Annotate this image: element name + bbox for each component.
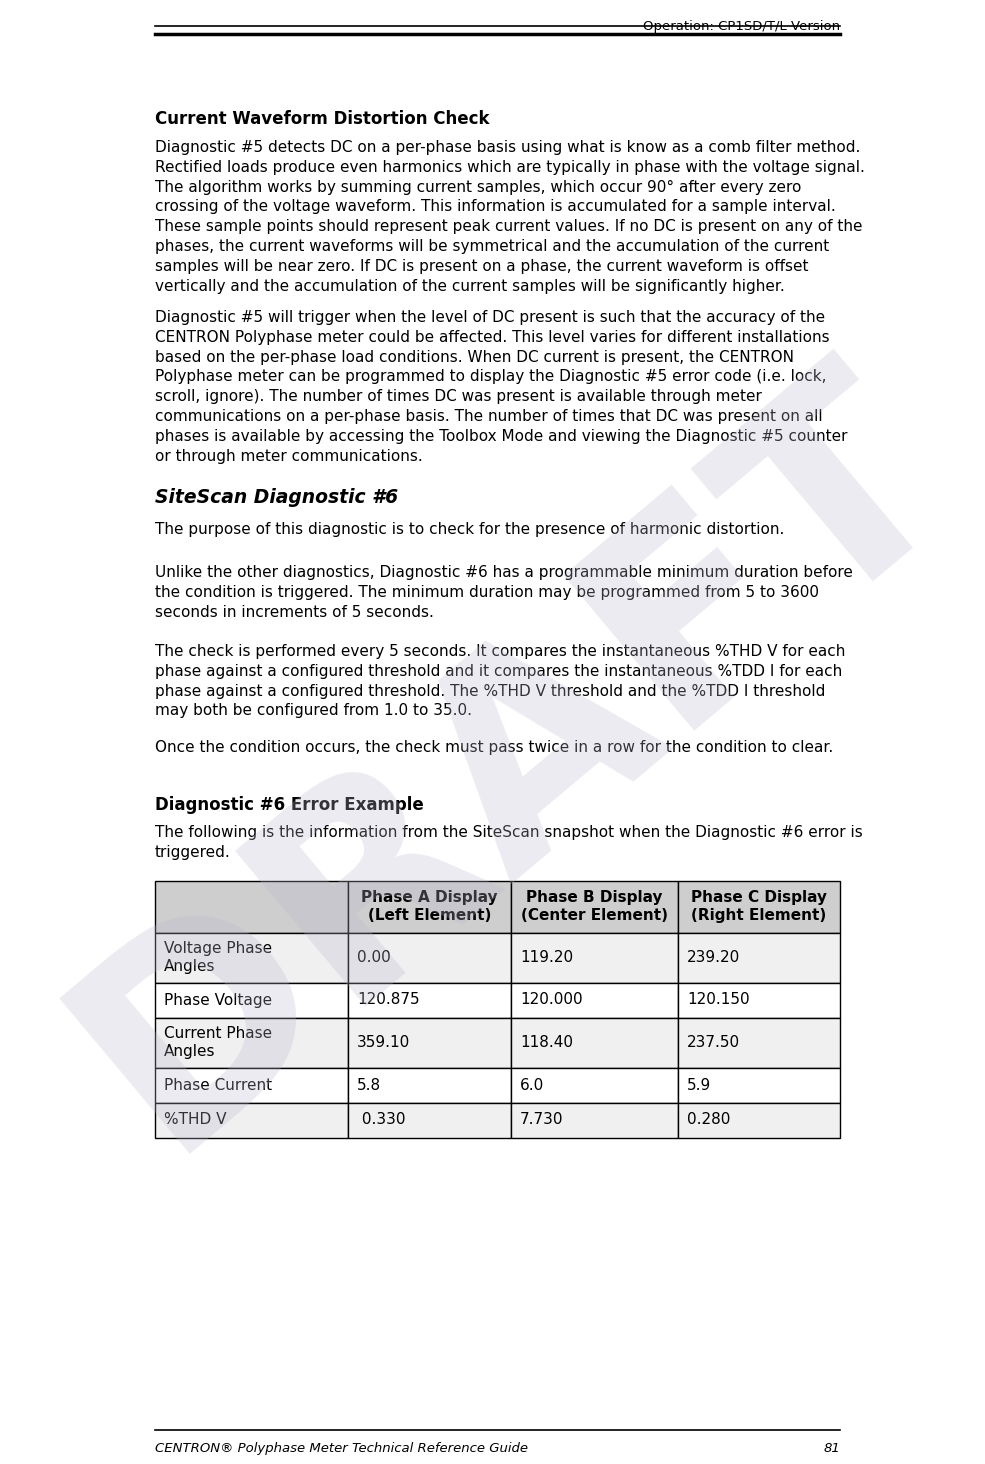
- Bar: [155, 1017, 348, 1067]
- Text: 0.280: 0.280: [687, 1113, 730, 1127]
- Text: Current Phase
Angles: Current Phase Angles: [164, 1026, 272, 1058]
- Bar: [678, 982, 840, 1017]
- Bar: [348, 1017, 511, 1067]
- Bar: [155, 880, 348, 933]
- Text: 120.150: 120.150: [687, 993, 750, 1007]
- Text: 5.8: 5.8: [357, 1078, 381, 1092]
- Bar: [678, 1067, 840, 1102]
- Bar: [678, 880, 840, 933]
- Text: Phase B Display
(Center Element): Phase B Display (Center Element): [521, 890, 668, 922]
- Text: 81: 81: [823, 1442, 840, 1455]
- Bar: [348, 1067, 511, 1102]
- Text: The following is the information from the SiteScan snapshot when the Diagnostic : The following is the information from th…: [155, 826, 863, 861]
- Bar: [511, 982, 678, 1017]
- Text: 239.20: 239.20: [687, 950, 741, 965]
- Bar: [155, 1102, 348, 1138]
- Text: 0.330: 0.330: [357, 1113, 406, 1127]
- Text: DRAFT: DRAFT: [28, 324, 985, 1199]
- Text: 7.730: 7.730: [520, 1113, 563, 1127]
- Bar: [348, 1102, 511, 1138]
- Bar: [511, 880, 678, 933]
- Text: Operation: CP1SD/T/L Version: Operation: CP1SD/T/L Version: [643, 20, 840, 34]
- Text: %THD V: %THD V: [164, 1113, 227, 1127]
- Bar: [348, 880, 511, 933]
- Text: Diagnostic #6 Error Example: Diagnostic #6 Error Example: [155, 795, 424, 814]
- Text: 120.875: 120.875: [357, 993, 420, 1007]
- Text: 359.10: 359.10: [357, 1035, 410, 1050]
- Text: Phase Voltage: Phase Voltage: [164, 993, 272, 1007]
- Text: Current Waveform Distortion Check: Current Waveform Distortion Check: [155, 110, 490, 127]
- Text: 0.00: 0.00: [357, 950, 391, 965]
- Text: Phase A Display
(Left Element): Phase A Display (Left Element): [361, 890, 497, 922]
- Text: CENTRON® Polyphase Meter Technical Reference Guide: CENTRON® Polyphase Meter Technical Refer…: [155, 1442, 528, 1455]
- Bar: [348, 933, 511, 982]
- Bar: [511, 1017, 678, 1067]
- Text: Phase Current: Phase Current: [164, 1078, 272, 1092]
- Bar: [348, 982, 511, 1017]
- Bar: [678, 933, 840, 982]
- Text: Phase C Display
(Right Element): Phase C Display (Right Element): [691, 890, 827, 922]
- Text: 120.000: 120.000: [520, 993, 582, 1007]
- Bar: [511, 1102, 678, 1138]
- Text: 119.20: 119.20: [520, 950, 573, 965]
- Bar: [155, 933, 348, 982]
- Text: Voltage Phase
Angles: Voltage Phase Angles: [164, 941, 272, 974]
- Text: 6.0: 6.0: [520, 1078, 545, 1092]
- Text: The purpose of this diagnostic is to check for the presence of harmonic distorti: The purpose of this diagnostic is to che…: [155, 523, 784, 537]
- Text: 5.9: 5.9: [687, 1078, 711, 1092]
- Text: 118.40: 118.40: [520, 1035, 573, 1050]
- Text: Unlike the other diagnostics, Diagnostic #6 has a programmable minimum duration : Unlike the other diagnostics, Diagnostic…: [155, 565, 853, 621]
- Text: SiteScan Diagnostic #6: SiteScan Diagnostic #6: [155, 488, 398, 507]
- Text: Diagnostic #5 detects DC on a per-phase basis using what is know as a comb filte: Diagnostic #5 detects DC on a per-phase …: [155, 141, 865, 294]
- Bar: [511, 933, 678, 982]
- Text: Once the condition occurs, the check must pass twice in a row for the condition : Once the condition occurs, the check mus…: [155, 739, 833, 755]
- Bar: [155, 982, 348, 1017]
- Bar: [678, 1017, 840, 1067]
- Text: Diagnostic #5 will trigger when the level of DC present is such that the accurac: Diagnostic #5 will trigger when the leve…: [155, 310, 847, 464]
- Bar: [155, 1067, 348, 1102]
- Text: The check is performed every 5 seconds. It compares the instantaneous %THD V for: The check is performed every 5 seconds. …: [155, 644, 845, 719]
- Bar: [511, 1067, 678, 1102]
- Text: 237.50: 237.50: [687, 1035, 740, 1050]
- Bar: [678, 1102, 840, 1138]
